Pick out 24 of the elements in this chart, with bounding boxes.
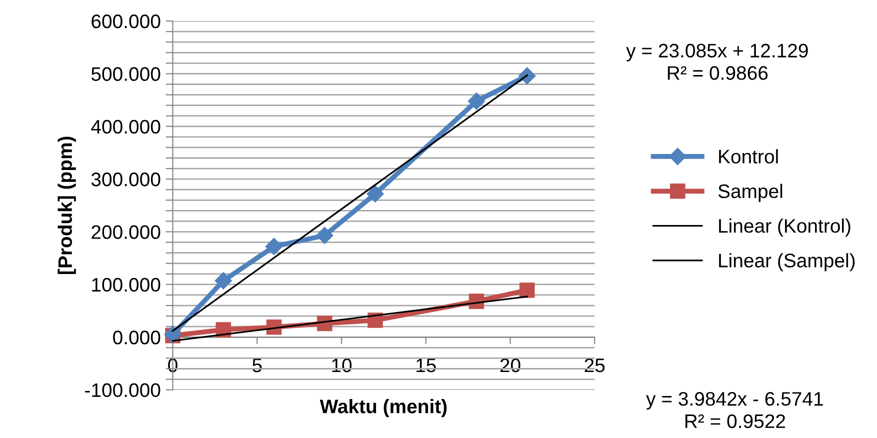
x-axis-title: Waktu (menit) <box>320 399 447 418</box>
point <box>265 238 283 256</box>
y-tick-label: 500.000 <box>91 67 160 81</box>
y-tick-label: 100.000 <box>92 278 160 292</box>
y-axis-title: [Produk] (ppm) <box>58 136 76 274</box>
legend-label: Linear (Kontrol) <box>719 218 850 237</box>
text: y = 3.9842x - 6.5741 R² = 0.9522 <box>646 392 823 428</box>
legend-label: Sampel <box>718 184 782 202</box>
point <box>316 226 334 244</box>
y-tick-label: 300.000 <box>91 172 160 186</box>
y-tick-label: 400.000 <box>91 120 160 134</box>
point <box>518 67 536 84</box>
point <box>519 282 535 298</box>
point <box>366 185 384 202</box>
y-tick-label: -100.000 <box>85 383 160 398</box>
y-tick-label: 0.000 <box>113 330 160 344</box>
y-tick-label: 600.000 <box>92 14 160 28</box>
x-tick-label: 25 <box>584 358 605 372</box>
legend-label: Linear (Sampel) <box>719 253 855 272</box>
text: y = 23.085x + 12.129 R² = 0.9866 <box>626 44 808 80</box>
point <box>214 272 232 290</box>
legend-label: Kontrol <box>719 149 778 164</box>
y-tick-label: 200.000 <box>92 225 160 239</box>
point <box>468 92 486 110</box>
